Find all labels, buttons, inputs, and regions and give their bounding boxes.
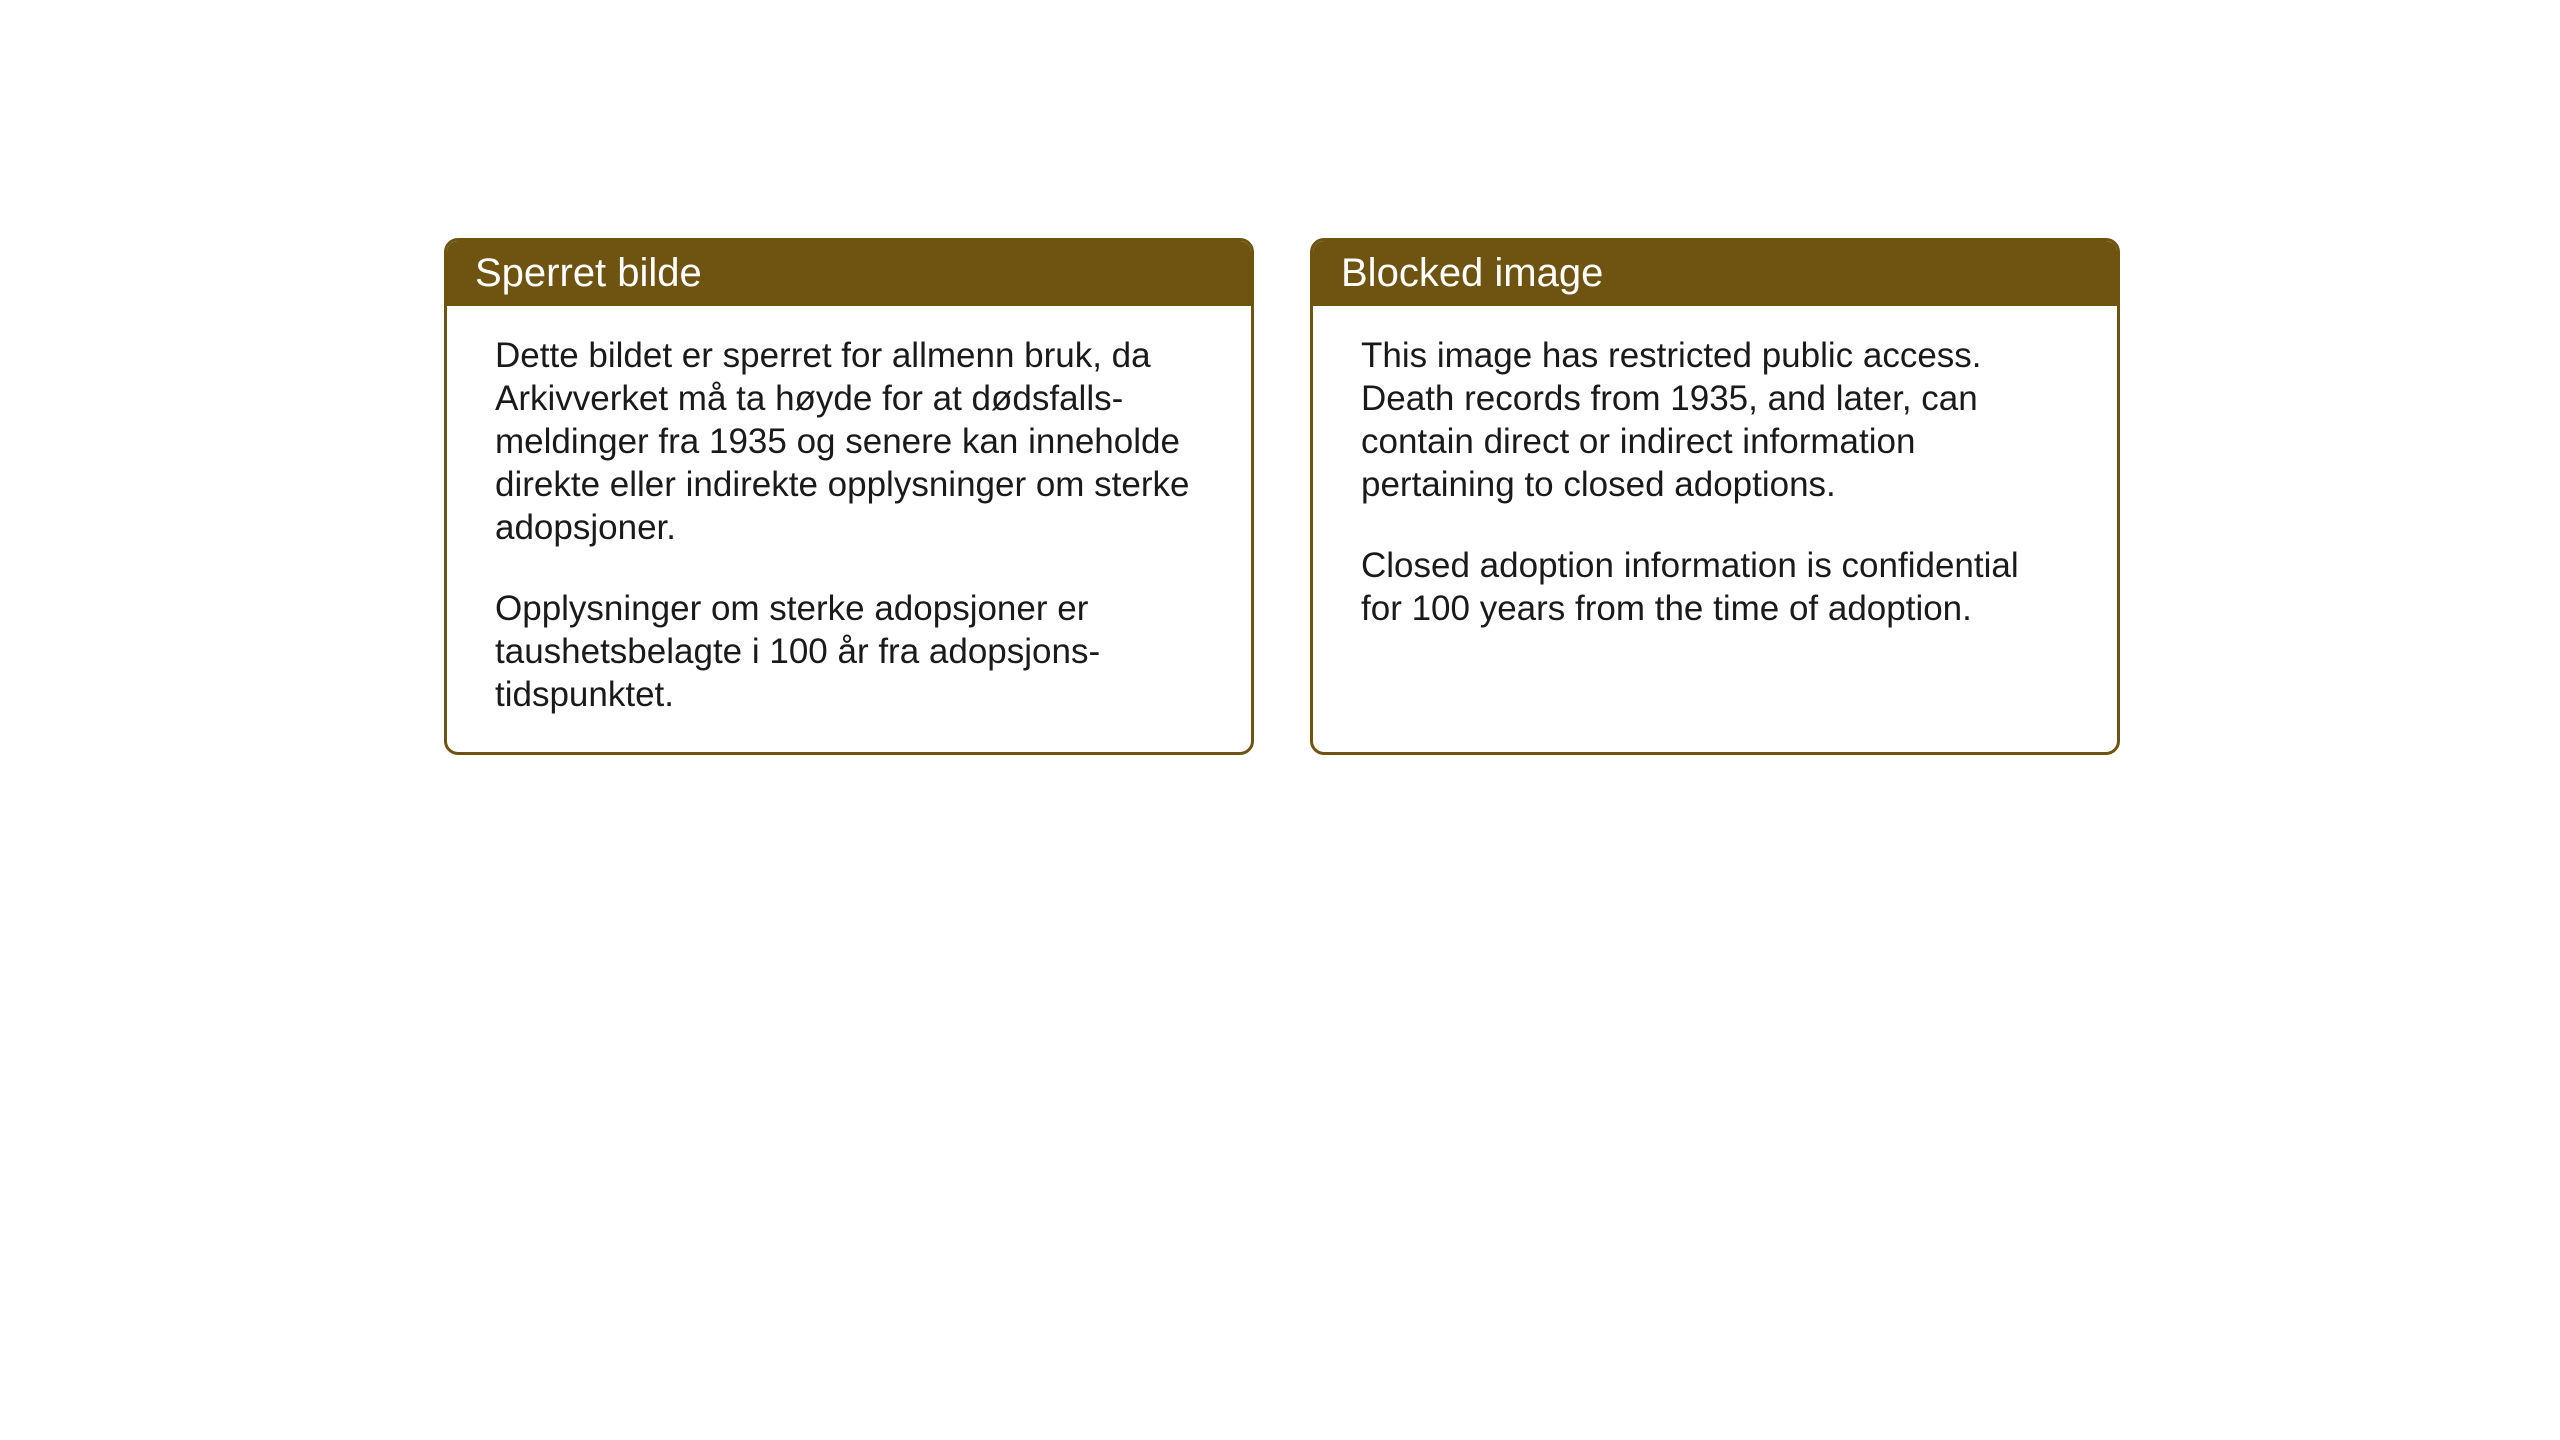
cards-container: Sperret bilde Dette bildet er sperret fo… bbox=[444, 238, 2120, 755]
card-header-english: Blocked image bbox=[1313, 241, 2117, 306]
card-norwegian: Sperret bilde Dette bildet er sperret fo… bbox=[444, 238, 1254, 755]
card-paragraph1-english: This image has restricted public access.… bbox=[1361, 334, 2069, 506]
card-paragraph2-english: Closed adoption information is confident… bbox=[1361, 544, 2069, 630]
card-body-norwegian: Dette bildet er sperret for allmenn bruk… bbox=[447, 306, 1251, 752]
card-title-norwegian: Sperret bilde bbox=[475, 251, 702, 295]
card-header-norwegian: Sperret bilde bbox=[447, 241, 1251, 306]
card-body-english: This image has restricted public access.… bbox=[1313, 306, 2117, 666]
card-title-english: Blocked image bbox=[1341, 251, 1603, 295]
card-paragraph2-norwegian: Opplysninger om sterke adopsjoner er tau… bbox=[495, 587, 1203, 716]
card-english: Blocked image This image has restricted … bbox=[1310, 238, 2120, 755]
card-paragraph1-norwegian: Dette bildet er sperret for allmenn bruk… bbox=[495, 334, 1203, 549]
